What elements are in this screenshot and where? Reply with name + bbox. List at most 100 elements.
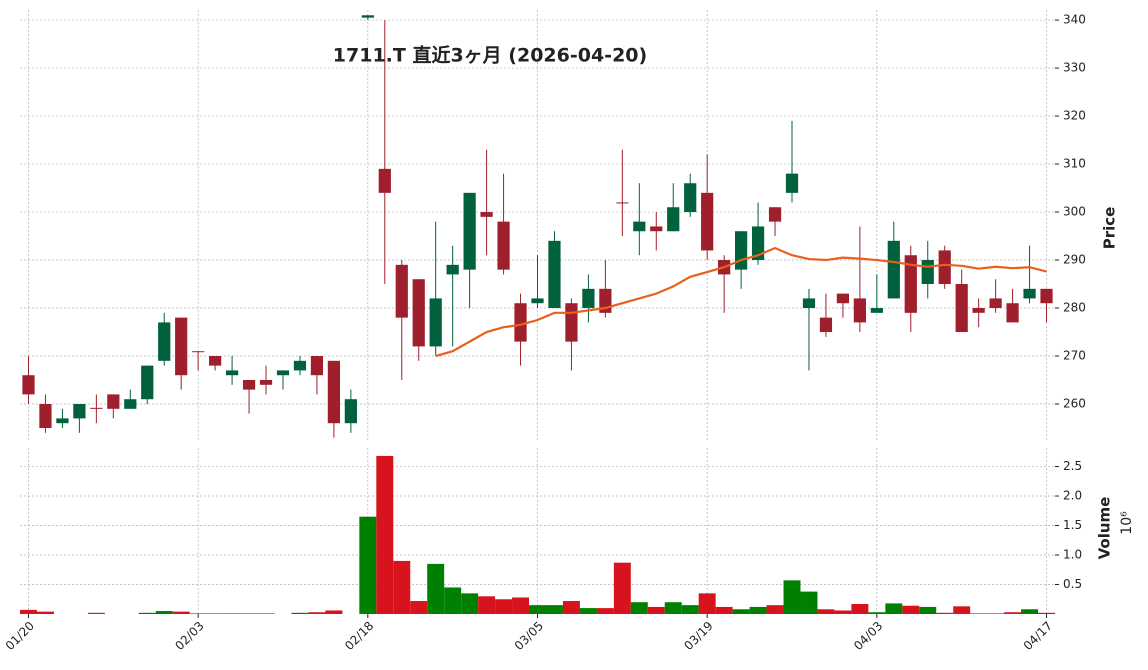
volume-bar bbox=[1004, 612, 1022, 614]
volume-bar bbox=[172, 611, 190, 614]
candle-body bbox=[768, 207, 782, 222]
volume-bar bbox=[206, 613, 224, 614]
volume-bar bbox=[545, 605, 563, 614]
candle-body bbox=[531, 298, 544, 304]
y2-tick-label: 1.5 bbox=[1063, 518, 1082, 532]
x-tick-label: 03/05 bbox=[512, 619, 546, 653]
y-tick-label: 280 bbox=[1063, 301, 1086, 315]
volume-bar bbox=[613, 562, 631, 614]
volume-bar bbox=[308, 612, 326, 614]
volume-bar bbox=[427, 563, 445, 614]
x-tick-label: 03/19 bbox=[681, 619, 715, 653]
y2-tick-label: 2.5 bbox=[1063, 459, 1082, 473]
x-tick-label: 02/18 bbox=[342, 619, 376, 653]
candle-body bbox=[853, 298, 866, 323]
volume-bar bbox=[1021, 609, 1039, 614]
candle-body bbox=[310, 356, 324, 376]
y-tick-label: 310 bbox=[1063, 157, 1086, 171]
candle-body bbox=[565, 303, 578, 342]
candle-body bbox=[1023, 288, 1036, 299]
y-axis-label: Price bbox=[1101, 207, 1119, 250]
candle-body bbox=[870, 308, 883, 313]
candle-body bbox=[175, 317, 188, 376]
x-tick-label: 04/17 bbox=[1021, 619, 1055, 653]
volume-bar bbox=[664, 602, 682, 614]
candle-body bbox=[209, 356, 222, 366]
volume-bar bbox=[749, 606, 767, 614]
x-tick-label: 02/03 bbox=[172, 619, 206, 653]
volume-bar bbox=[647, 606, 665, 614]
volume-bar bbox=[953, 606, 971, 614]
candle-body bbox=[141, 365, 154, 400]
volume-bar bbox=[189, 613, 207, 614]
candle-body bbox=[650, 226, 663, 232]
y-tick-label: 290 bbox=[1063, 253, 1086, 267]
volume-bar bbox=[393, 560, 411, 614]
volume-bar bbox=[919, 606, 937, 614]
volume-bar bbox=[766, 605, 784, 614]
candle-body bbox=[616, 202, 629, 204]
candle-body bbox=[463, 192, 476, 270]
candle-body bbox=[56, 418, 69, 424]
candle-body bbox=[259, 380, 273, 385]
volume-bar bbox=[698, 593, 716, 614]
volume-bar bbox=[783, 580, 801, 614]
candle-body bbox=[684, 183, 697, 213]
candle-body bbox=[1040, 288, 1053, 304]
volume-bar bbox=[579, 608, 597, 614]
volume-bar bbox=[155, 611, 173, 614]
candle-body bbox=[701, 192, 714, 251]
candle-body bbox=[819, 317, 833, 333]
candle-body bbox=[955, 284, 968, 333]
y-tick-label: 300 bbox=[1063, 205, 1086, 219]
volume-bar bbox=[732, 609, 750, 614]
y-tick-label: 340 bbox=[1063, 13, 1086, 27]
candle-body bbox=[497, 221, 510, 270]
candle-body bbox=[802, 298, 816, 309]
candle-body bbox=[107, 394, 120, 409]
candle-body bbox=[22, 375, 35, 395]
x-tick-label: 01/20 bbox=[3, 619, 37, 653]
volume-bar bbox=[715, 606, 733, 614]
candle-body bbox=[412, 279, 425, 347]
volume-bar bbox=[495, 599, 513, 614]
volume-bar bbox=[800, 591, 818, 614]
candle-body bbox=[921, 260, 934, 285]
candle-body bbox=[548, 240, 561, 309]
candle-body bbox=[904, 255, 917, 313]
candle-body bbox=[39, 404, 52, 429]
candle-body bbox=[293, 360, 307, 371]
volume-bar bbox=[834, 610, 852, 614]
y-tick-label: 270 bbox=[1063, 349, 1086, 363]
x-tick-label: 04/03 bbox=[851, 619, 885, 653]
candle-body bbox=[514, 303, 527, 342]
volume-bar bbox=[240, 613, 258, 614]
volume-bar bbox=[87, 612, 105, 614]
volume-bar bbox=[885, 603, 903, 614]
candle-body bbox=[361, 15, 374, 18]
volume-bar bbox=[376, 455, 394, 614]
y2-axis-label: Volume bbox=[1096, 497, 1114, 560]
candle-body bbox=[989, 298, 1002, 309]
y2-tick-label: 1.0 bbox=[1063, 548, 1082, 562]
candle-body bbox=[124, 399, 137, 409]
candle-body bbox=[225, 370, 239, 376]
volume-bar bbox=[529, 605, 546, 614]
volume-bar bbox=[325, 610, 343, 614]
volume-bar bbox=[851, 603, 869, 614]
candle-body bbox=[242, 380, 256, 390]
moving-average-line bbox=[435, 246, 1047, 358]
volume-bar bbox=[291, 612, 309, 614]
candle-body bbox=[972, 308, 985, 313]
volume-bar bbox=[478, 596, 496, 614]
candle-body bbox=[276, 370, 290, 376]
volume-bar bbox=[512, 597, 530, 614]
candle-body bbox=[734, 231, 748, 270]
candle-body bbox=[480, 212, 493, 217]
chart-title: 1711.T 直近3ヶ月 (2026-04-20) bbox=[333, 44, 647, 67]
candle-body bbox=[582, 288, 595, 309]
volume-bar bbox=[257, 613, 275, 614]
candle-body bbox=[327, 360, 341, 424]
y-tick-label: 320 bbox=[1063, 109, 1086, 123]
volume-bar bbox=[359, 516, 377, 614]
